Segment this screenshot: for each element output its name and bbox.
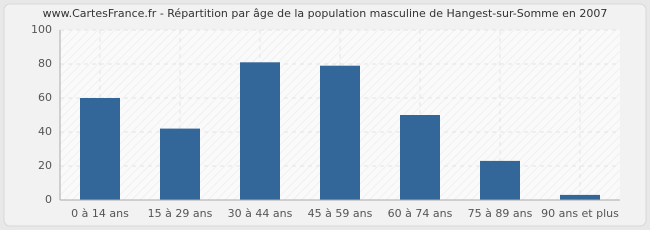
bar (400, 115, 440, 200)
y-tick-label: 40 (38, 125, 52, 138)
x-tick-label: 75 à 89 ans (468, 207, 533, 220)
chart-title: www.CartesFrance.fr - Répartition par âg… (43, 7, 608, 20)
bar (480, 160, 520, 200)
y-tick-label: 0 (45, 193, 52, 206)
x-tick-label: 60 à 74 ans (388, 207, 453, 220)
y-tick-label: 100 (31, 23, 52, 36)
x-tick-label: 0 à 14 ans (71, 207, 129, 220)
y-tick-label: 20 (38, 159, 52, 172)
y-tick-label: 60 (38, 91, 52, 104)
bar (80, 98, 120, 200)
y-tick-label: 80 (38, 57, 52, 70)
x-tick-label: 90 ans et plus (541, 207, 619, 220)
x-tick-label: 45 à 59 ans (308, 207, 373, 220)
chart: www.CartesFrance.fr - Répartition par âg… (0, 0, 650, 230)
bar (160, 128, 200, 200)
bar (240, 62, 280, 200)
x-tick-label: 15 à 29 ans (148, 207, 213, 220)
bar (560, 194, 600, 200)
x-tick-label: 30 à 44 ans (228, 207, 293, 220)
bar (320, 65, 360, 200)
